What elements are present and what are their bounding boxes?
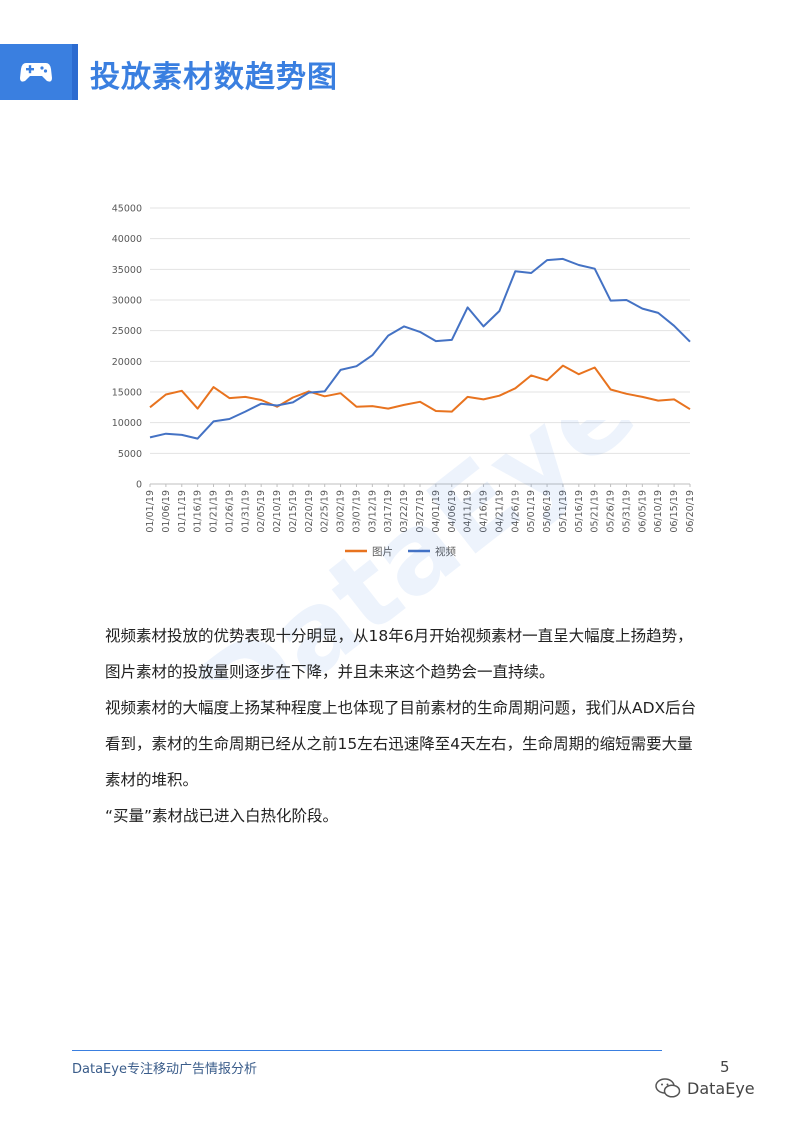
trend-chart: 0 5000 10000 15000 20000 25000 30000 35000 40000…	[90, 195, 700, 575]
header-icon-band	[0, 44, 72, 100]
y-tick-label: 40000	[112, 234, 142, 245]
series-line	[149, 257, 691, 440]
x-tick-label: 04/06/19	[447, 490, 458, 533]
y-tick-label: 30000	[112, 296, 142, 307]
x-tick-label: 02/15/19	[288, 490, 299, 533]
footer-divider	[72, 1050, 662, 1051]
series-line	[149, 364, 691, 413]
y-tick-label: 45000	[112, 204, 142, 215]
paragraph: 视频素材的大幅度上扬某种程度上也体现了目前素材的生命周期问题，我们从ADX后台看…	[105, 699, 697, 789]
footer-brand: DataEye专注移动广告情报分析	[72, 1062, 257, 1077]
page-title: 投放素材数趋势图	[90, 60, 338, 95]
x-tick-label: 02/25/19	[320, 490, 331, 533]
x-tick-label: 05/11/19	[558, 490, 569, 533]
x-tick-label: 01/16/19	[193, 490, 204, 533]
wechat-label: DataEye	[687, 1078, 755, 1098]
x-tick-label: 06/20/19	[685, 490, 696, 533]
gamepad-icon	[20, 63, 52, 82]
y-tick-label: 25000	[112, 326, 142, 337]
x-tick-label: 02/10/19	[272, 490, 283, 533]
x-tick-label: 03/12/19	[367, 490, 378, 533]
x-tick-label: 01/26/19	[224, 490, 235, 533]
x-tick-label: 05/01/19	[526, 490, 537, 533]
x-tick-label: 05/26/19	[606, 490, 617, 533]
x-tick-label: 05/06/19	[542, 490, 553, 533]
x-tick-label: 04/26/19	[510, 490, 521, 533]
header-accent-bar	[72, 44, 78, 100]
x-tick-label: 01/01/19	[145, 490, 156, 533]
x-tick-label: 03/22/19	[399, 490, 410, 533]
x-tick-label: 06/10/19	[653, 490, 664, 533]
x-tick-label: 06/15/19	[669, 490, 680, 533]
wechat-badge: DataEye	[655, 1078, 755, 1098]
paragraph: “买量”素材战已进入白热化阶段。	[105, 807, 339, 825]
x-tick-label: 05/21/19	[590, 490, 601, 533]
y-tick-label: 10000	[112, 418, 142, 429]
y-tick-label: 20000	[112, 357, 142, 368]
x-tick-label: 03/27/19	[415, 490, 426, 533]
y-tick-label: 5000	[118, 449, 142, 460]
y-tick-label: 35000	[112, 265, 142, 276]
x-tick-label: 06/05/19	[637, 490, 648, 533]
x-tick-label: 04/01/19	[431, 490, 442, 533]
x-tick-label: 04/16/19	[479, 490, 490, 533]
x-tick-label: 01/06/19	[161, 490, 172, 533]
x-tick-label: 04/11/19	[463, 490, 474, 533]
x-tick-label: 03/17/19	[383, 490, 394, 533]
body-text: 视频素材投放的优势表现十分明显，从18年6月开始视频素材一直呈大幅度上扬趋势，图…	[105, 618, 705, 834]
x-tick-label: 03/02/19	[336, 490, 347, 533]
wechat-icon	[655, 1078, 681, 1098]
x-tick-label: 01/31/19	[240, 490, 251, 533]
x-tick-label: 02/20/19	[304, 490, 315, 533]
x-tick-label: 04/21/19	[494, 490, 505, 533]
y-tick-label: 0	[136, 480, 142, 491]
x-tick-label: 05/16/19	[574, 490, 585, 533]
page-number: 5	[720, 1058, 730, 1076]
x-tick-label: 03/07/19	[351, 490, 362, 533]
legend-label: 视频	[435, 545, 456, 558]
legend-label: 图片	[372, 545, 393, 558]
chart-svg: 0 5000 10000 15000 20000 25000 30000 35000 40000…	[112, 204, 696, 559]
y-tick-label: 15000	[112, 388, 142, 399]
x-tick-label: 01/21/19	[209, 490, 220, 533]
x-tick-label: 05/31/19	[621, 490, 632, 533]
paragraph: 视频素材投放的优势表现十分明显，从18年6月开始视频素材一直呈大幅度上扬趋势，图…	[105, 627, 693, 681]
x-tick-label: 02/05/19	[256, 490, 267, 533]
x-tick-label: 01/11/19	[177, 490, 188, 533]
